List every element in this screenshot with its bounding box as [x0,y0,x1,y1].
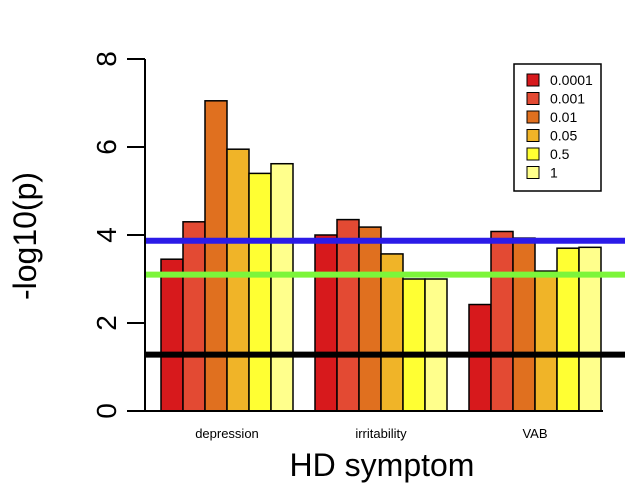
bar-vab-0_001 [490,230,514,412]
legend-label: 0.05 [550,128,577,144]
bar-depression-0_001 [182,221,206,412]
x-axis-title: HD symptom [290,447,475,483]
bar-irritability-0_001 [336,218,360,412]
legend: 0.0001 0.001 0.01 0.05 0.5 1 [513,63,602,192]
legend-label: 0.01 [550,109,577,125]
bar-irritability-0_5 [402,278,426,412]
y-tick-label: 6 [91,139,122,155]
bar-vab-0_05 [534,270,558,412]
legend-swatch [526,110,540,124]
legend-swatch [526,92,540,105]
y-ticks-layer: 0 2 4 6 8 [91,51,145,419]
y-tick-label: 4 [91,227,122,243]
bar-depression-0_5 [248,172,272,412]
y-axis-title: -log10(p) [7,172,43,300]
bar-vab-0_0001 [468,303,492,412]
legend-label: 0.001 [550,91,585,107]
bar-depression-1 [270,162,294,412]
bar-depression-0_01 [204,100,228,412]
bar-irritability-0_0001 [314,234,338,412]
y-tick-label: 8 [91,51,122,67]
y-tick-label: 2 [91,315,122,331]
x-tick-label: depression [195,426,259,441]
x-ticks-layer: depression irritability VAB [195,426,547,441]
legend-label: 0.0001 [550,72,593,88]
legend-swatch [526,147,540,161]
bar-depression-0_05 [226,148,250,412]
bar-depression-0_0001 [160,258,184,412]
legend-label: 0.5 [550,146,570,162]
x-tick-label: VAB [522,426,547,441]
bar-irritability-1 [424,278,448,412]
reference-lines-layer [145,237,625,358]
x-tick-label: irritability [355,426,407,441]
legend-swatch [526,73,540,87]
legend-swatch [526,166,540,179]
y-tick-label: 0 [91,403,122,419]
bar-irritability-0_01 [358,226,382,412]
bar-vab-0_01 [512,237,536,412]
legend-swatch [526,129,540,142]
legend-label: 1 [550,165,558,181]
